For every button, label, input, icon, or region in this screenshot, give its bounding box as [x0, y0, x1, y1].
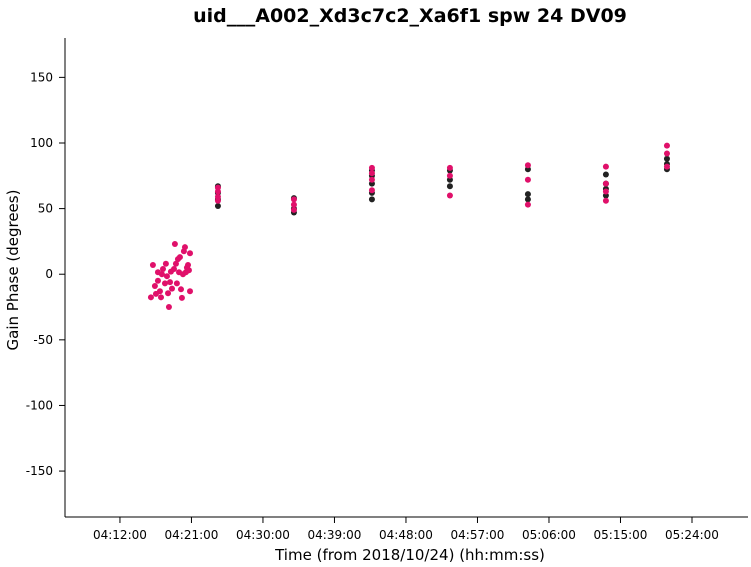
point	[663, 142, 670, 149]
point	[602, 171, 609, 178]
point	[663, 150, 670, 157]
point	[524, 201, 531, 208]
point	[173, 280, 180, 287]
point	[290, 201, 297, 208]
point	[368, 170, 375, 177]
point	[368, 196, 375, 203]
point	[214, 197, 221, 204]
x-tick-label: 05:15:00	[594, 528, 648, 542]
x-tick-label: 04:30:00	[236, 528, 290, 542]
point	[151, 283, 158, 290]
x-tick-label: 04:48:00	[379, 528, 433, 542]
point	[214, 202, 221, 209]
point	[187, 288, 194, 295]
point	[290, 206, 297, 213]
x-tick-label: 04:21:00	[165, 528, 219, 542]
point	[165, 290, 172, 297]
point	[524, 162, 531, 169]
point	[185, 267, 192, 274]
point	[290, 196, 297, 203]
x-tick-label: 04:12:00	[93, 528, 147, 542]
point	[602, 163, 609, 170]
point	[602, 180, 609, 187]
point	[446, 164, 453, 171]
point	[167, 279, 174, 286]
y-axis-label: Gain Phase (degrees)	[4, 190, 22, 351]
point	[149, 262, 156, 269]
point	[171, 241, 178, 248]
y-tick-label: -100	[26, 398, 53, 412]
point	[368, 164, 375, 171]
point	[524, 176, 531, 183]
point	[159, 265, 166, 272]
point	[176, 254, 183, 261]
point	[524, 196, 531, 203]
point	[172, 260, 179, 267]
point	[446, 192, 453, 199]
y-tick-label: 100	[30, 136, 53, 150]
x-axis-label: Time (from 2018/10/24) (hh:mm:ss)	[274, 546, 545, 564]
chart-title: uid___A002_Xd3c7c2_Xa6f1 spw 24 DV09	[193, 5, 627, 27]
point	[368, 176, 375, 183]
point	[177, 286, 184, 293]
point	[168, 285, 175, 292]
point	[163, 273, 170, 280]
point	[165, 304, 172, 311]
point	[185, 262, 192, 269]
point	[368, 187, 375, 194]
y-tick-label: 50	[38, 202, 53, 216]
point	[161, 280, 168, 287]
point	[156, 288, 163, 295]
point	[187, 250, 194, 257]
x-tick-label: 05:06:00	[522, 528, 576, 542]
point	[602, 197, 609, 204]
point	[602, 188, 609, 195]
x-tick-label: 04:57:00	[451, 528, 505, 542]
point	[162, 260, 169, 267]
y-tick-label: -150	[26, 464, 53, 478]
point	[663, 163, 670, 170]
point	[158, 271, 165, 278]
point	[663, 155, 670, 162]
point	[158, 294, 165, 301]
point	[181, 244, 188, 251]
y-tick-label: 150	[30, 70, 53, 84]
point	[147, 294, 154, 301]
point	[178, 294, 185, 301]
point	[214, 188, 221, 195]
y-tick-label: 0	[45, 267, 53, 281]
point	[446, 183, 453, 190]
point	[170, 265, 177, 272]
point	[524, 191, 531, 198]
point	[446, 172, 453, 179]
point	[154, 277, 161, 284]
y-tick-label: -50	[33, 333, 53, 347]
x-tick-label: 04:39:00	[308, 528, 362, 542]
x-tick-label: 05:24:00	[665, 528, 719, 542]
